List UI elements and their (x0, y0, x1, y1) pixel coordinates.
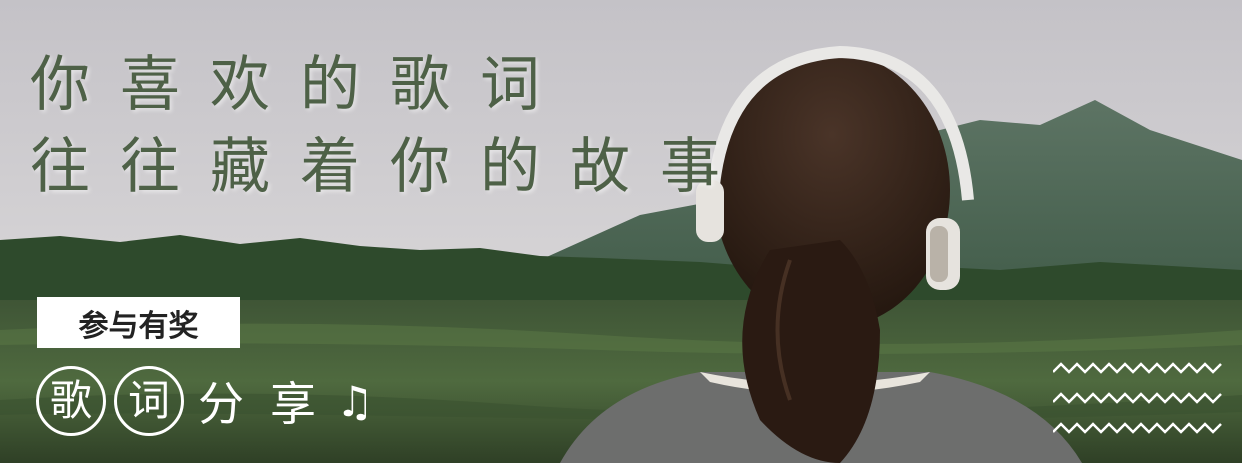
zigzag-decoration (1053, 362, 1222, 434)
headline: 你喜欢的歌词 往往藏着你的故事 (30, 55, 750, 197)
char-fen: 分 (198, 377, 244, 431)
circled-char-ci: 词 (114, 366, 184, 436)
headline-line-2: 往往藏着你的故事 (30, 132, 750, 202)
circled-char-ge: 歌 (36, 366, 106, 436)
char-xiang: 享 (270, 377, 316, 431)
music-note-icon: ♫ (336, 376, 374, 426)
headline-line-1: 你喜欢的歌词 (30, 50, 570, 120)
participate-badge[interactable]: 参与有奖 (37, 297, 240, 348)
lyrics-share-title: 歌 词 分 享 ♫ (36, 366, 374, 436)
